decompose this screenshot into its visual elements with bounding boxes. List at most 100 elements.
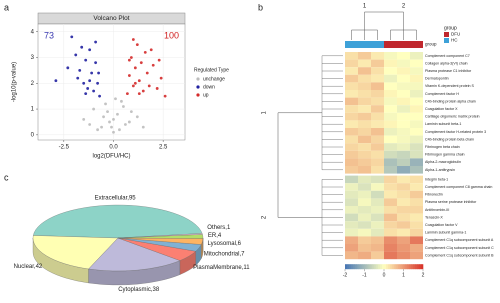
point xyxy=(108,120,111,124)
row-label: Complement C1q subcomponent subunit B xyxy=(425,253,494,257)
colorbar-step xyxy=(393,264,396,270)
point xyxy=(88,79,92,83)
heatmap-cell xyxy=(345,135,358,144)
point xyxy=(159,76,163,80)
point xyxy=(104,102,107,106)
heatmap-cell xyxy=(371,128,384,136)
heatmap-cell xyxy=(397,213,410,222)
point xyxy=(54,79,58,83)
heatmap-cell xyxy=(397,221,410,229)
heatmap-cell xyxy=(397,198,410,206)
heatmap-cell xyxy=(371,59,384,68)
column-cluster-label: 1 xyxy=(363,4,367,10)
heatmap-cell xyxy=(384,158,397,166)
heatmap-cell xyxy=(410,213,423,222)
row-label: Complement component C7 xyxy=(425,54,470,58)
heatmap-cell xyxy=(358,183,371,191)
point xyxy=(96,128,99,132)
colorbar-step xyxy=(350,264,354,270)
heatmap-cell xyxy=(345,206,358,214)
colorbar-step xyxy=(409,264,412,270)
heatmap-cell xyxy=(358,213,371,222)
row-label: Complement C1q subcomponent subunit C xyxy=(425,246,494,250)
annotation: 73 xyxy=(44,30,54,40)
heatmap-cell xyxy=(371,190,384,199)
row-label: Complement factor H xyxy=(425,92,459,96)
row-label: Laminin subunit gamma-1 xyxy=(425,231,466,235)
heatmap-cell xyxy=(345,52,358,60)
row-label: Coagulation factor V xyxy=(425,223,458,227)
row-label: Complement C1q subcomponent subunit A xyxy=(425,238,494,242)
pie-label: Lysosomal,6 xyxy=(207,241,241,247)
heatmap-cell xyxy=(397,74,410,83)
point xyxy=(84,58,88,62)
heatmap-cell xyxy=(397,67,410,75)
heatmap-cell xyxy=(397,175,410,184)
heatmap-cell xyxy=(397,228,410,237)
heatmap-cell xyxy=(345,190,358,199)
heatmap-cell xyxy=(410,120,423,128)
heatmap-cell xyxy=(358,244,371,252)
heatmap-cell xyxy=(397,236,410,244)
point xyxy=(145,71,149,75)
heatmap-cell xyxy=(358,190,371,199)
colorbar-step xyxy=(345,264,348,270)
heatmap-cell xyxy=(410,135,423,144)
heatmap-cell xyxy=(371,236,384,244)
heatmap-cell xyxy=(410,90,423,98)
legend-swatch xyxy=(196,77,200,81)
point xyxy=(124,123,127,126)
y-axis-label: -log10(p-value) xyxy=(12,62,18,102)
heatmap-cell xyxy=(397,251,410,260)
heatmap-cell xyxy=(410,67,423,75)
heatmap-cell xyxy=(384,190,397,199)
colorbar-tick-label: 2 xyxy=(422,273,425,279)
point xyxy=(151,63,155,67)
panel-letter: c xyxy=(4,172,9,182)
point xyxy=(70,35,74,39)
heatmap-cell xyxy=(345,251,358,260)
legend-title: group xyxy=(444,25,457,31)
row-cluster-label: 2 xyxy=(262,215,268,219)
heatmap-cell xyxy=(371,198,384,206)
point xyxy=(112,130,115,134)
point xyxy=(157,58,161,62)
heatmap-cell xyxy=(384,213,397,222)
colorbar-step xyxy=(362,264,365,270)
heatmap-cell xyxy=(358,105,371,113)
heatmap-cell xyxy=(397,158,410,166)
row-label: Tenascin-X xyxy=(425,215,443,219)
heatmap-cell xyxy=(397,97,410,106)
point xyxy=(114,97,117,101)
group-bar xyxy=(345,41,384,48)
heatmap-cell xyxy=(384,244,397,252)
heatmap-cell xyxy=(358,166,371,174)
row-label: Alpha-2-macroglobulin xyxy=(425,160,461,164)
row-label: Antithrombin-III xyxy=(425,208,449,212)
heatmap-cell xyxy=(345,166,358,174)
group-bar xyxy=(384,41,423,48)
colorbar-step xyxy=(421,264,424,270)
colorbar-step xyxy=(364,264,367,270)
heatmap-cell xyxy=(410,236,423,244)
heatmap-cell xyxy=(397,143,410,151)
heatmap-cell xyxy=(358,198,371,206)
point xyxy=(88,48,92,52)
heatmap-cell xyxy=(371,183,384,191)
point xyxy=(84,92,88,95)
point xyxy=(149,48,153,52)
heatmap-cell xyxy=(410,198,423,206)
colorbar-step xyxy=(372,264,375,270)
heatmap-cell xyxy=(345,213,358,222)
colorbar-step xyxy=(419,264,422,270)
heatmap-cell xyxy=(384,120,397,128)
colorbar-step xyxy=(387,264,391,270)
colorbar-step xyxy=(358,264,361,270)
heatmap-cell xyxy=(410,143,423,151)
point xyxy=(94,61,98,65)
heatmap-cell xyxy=(371,135,384,144)
point xyxy=(135,43,139,47)
row-label: Alpha-1-antitrypsin xyxy=(425,168,455,172)
y-tick-label: 1 xyxy=(31,107,35,113)
colorbar-step xyxy=(389,264,393,270)
